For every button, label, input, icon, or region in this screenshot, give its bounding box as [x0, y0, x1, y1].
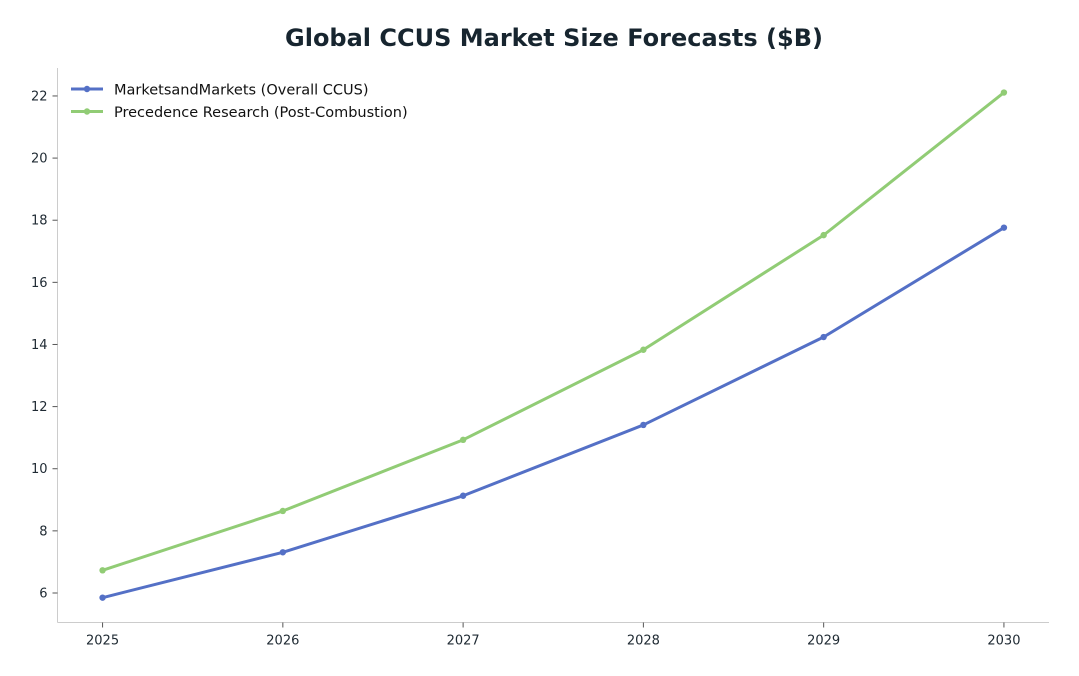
- legend-label: Precedence Research (Post-Combustion): [114, 105, 408, 121]
- y-tick-label: 22: [31, 89, 48, 104]
- series-line-1: [101, 91, 1006, 572]
- chart-title: Global CCUS Market Size Forecasts ($B): [285, 24, 823, 52]
- legend-swatch-marker: [83, 108, 91, 115]
- y-tick-label: 16: [31, 276, 48, 291]
- data-point: [279, 549, 287, 556]
- data-point: [99, 567, 106, 574]
- x-tick-label: 2030: [987, 634, 1020, 649]
- data-point: [279, 507, 287, 515]
- x-tick-label: 2025: [86, 634, 119, 649]
- data-point: [1000, 224, 1008, 231]
- y-tick-label: 18: [31, 214, 48, 229]
- series-line-0: [101, 226, 1006, 600]
- data-point: [459, 492, 467, 499]
- y-tick-label: 14: [31, 338, 48, 353]
- data-point: [99, 594, 106, 601]
- y-tick-label: 10: [31, 462, 48, 477]
- y-tick-label: 12: [31, 400, 48, 415]
- series-layer: [99, 89, 1008, 601]
- data-point: [640, 346, 647, 353]
- data-point: [820, 333, 827, 341]
- data-point: [820, 231, 827, 239]
- x-tick-label: 2027: [447, 634, 480, 649]
- y-tick-label: 8: [39, 524, 47, 539]
- x-axis-ticks: 2025 2026 2027 2028 2029 2030: [86, 622, 1020, 649]
- data-point: [640, 421, 647, 429]
- data-point: [459, 436, 467, 444]
- x-tick-label: 2029: [807, 634, 840, 649]
- y-tick-label: 6: [39, 586, 47, 601]
- x-tick-label: 2026: [266, 634, 299, 649]
- x-tick-label: 2028: [627, 634, 660, 649]
- legend-swatch-marker: [83, 85, 91, 93]
- legend: MarketsandMarkets (Overall CCUS) Preceden…: [71, 83, 408, 121]
- y-axis-ticks: 6 8 10 12 14 16 18 20 22: [31, 89, 58, 601]
- y-tick-label: 20: [31, 152, 48, 167]
- data-point: [1000, 89, 1008, 96]
- legend-label: MarketsandMarkets (Overall CCUS): [114, 83, 369, 99]
